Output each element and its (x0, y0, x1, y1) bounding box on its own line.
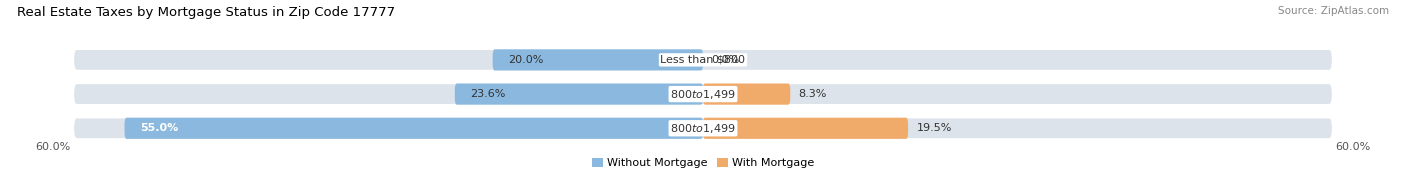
Text: 0.0%: 0.0% (711, 55, 740, 65)
Legend: Without Mortgage, With Mortgage: Without Mortgage, With Mortgage (592, 158, 814, 169)
Text: 20.0%: 20.0% (509, 55, 544, 65)
FancyBboxPatch shape (492, 49, 703, 71)
FancyBboxPatch shape (72, 48, 1334, 72)
Text: 60.0%: 60.0% (1336, 142, 1371, 152)
Text: Real Estate Taxes by Mortgage Status in Zip Code 17777: Real Estate Taxes by Mortgage Status in … (17, 6, 395, 19)
Text: Source: ZipAtlas.com: Source: ZipAtlas.com (1278, 6, 1389, 16)
Text: 55.0%: 55.0% (141, 123, 179, 133)
Text: 8.3%: 8.3% (799, 89, 827, 99)
Text: 19.5%: 19.5% (917, 123, 952, 133)
FancyBboxPatch shape (454, 83, 703, 105)
Text: $800 to $1,499: $800 to $1,499 (671, 122, 735, 135)
Text: 23.6%: 23.6% (471, 89, 506, 99)
FancyBboxPatch shape (703, 118, 908, 139)
Text: 60.0%: 60.0% (35, 142, 70, 152)
Text: $800 to $1,499: $800 to $1,499 (671, 88, 735, 101)
FancyBboxPatch shape (72, 116, 1334, 140)
FancyBboxPatch shape (125, 118, 703, 139)
FancyBboxPatch shape (72, 82, 1334, 106)
Text: Less than $800: Less than $800 (661, 55, 745, 65)
FancyBboxPatch shape (703, 83, 790, 105)
